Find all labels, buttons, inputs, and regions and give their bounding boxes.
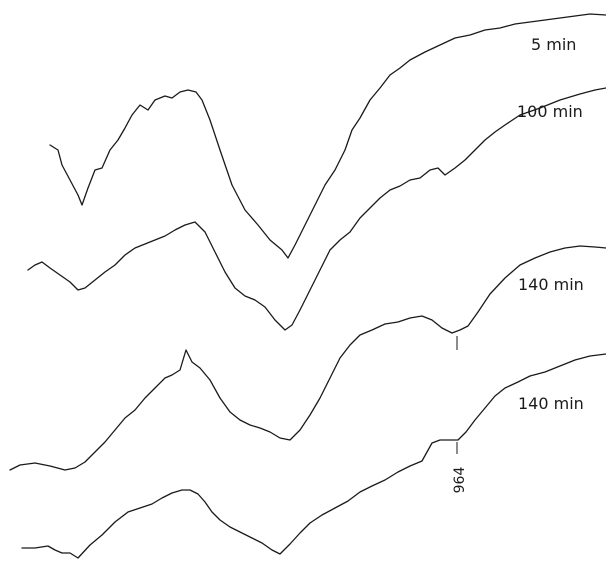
trace-group: [9, 13, 606, 559]
trace-label-100-min: 100 min: [517, 102, 583, 121]
trace-label-5-min: 5 min: [531, 35, 576, 54]
trace-label-140-min-first: 140 min: [518, 275, 584, 294]
trace-line-2: [27, 87, 606, 331]
trace-line-4: [21, 353, 606, 559]
trace-line-3: [9, 245, 606, 471]
trace-line-1: [49, 13, 606, 259]
trace-label-140-min-second: 140 min: [518, 394, 584, 413]
wavenumber-annotation: 964: [452, 467, 468, 494]
